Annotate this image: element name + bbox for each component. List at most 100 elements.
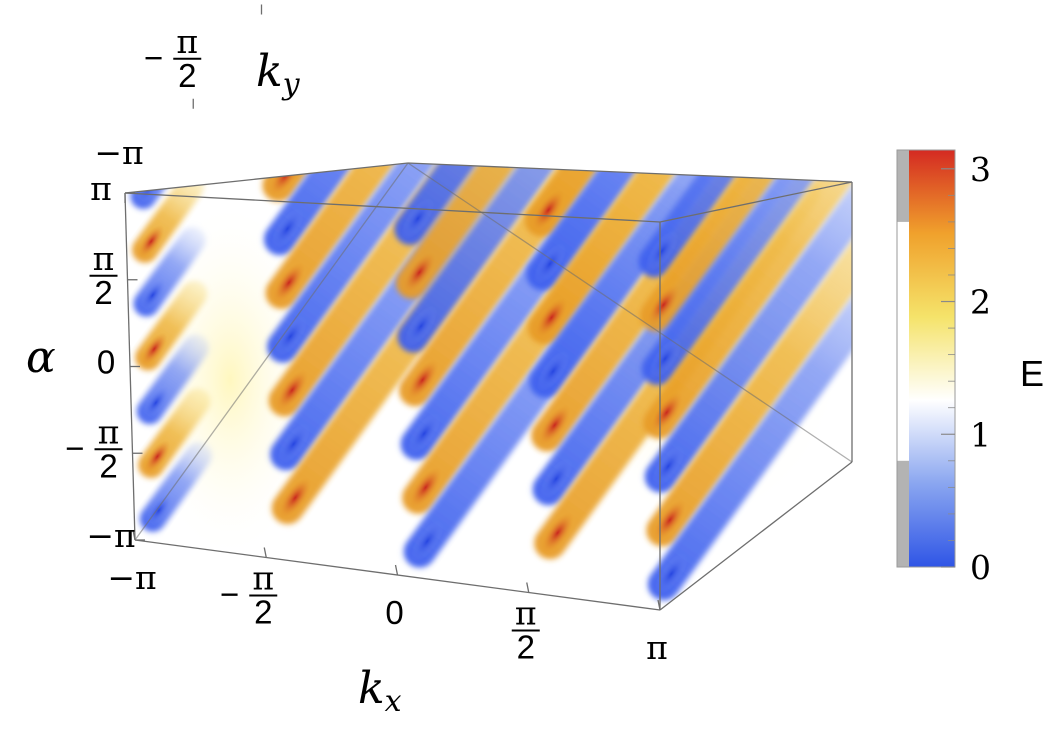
low-tube-body [644,163,852,493]
z-tick-label: π2− [65,412,123,484]
colorbar-tick-label: 3 [970,150,991,189]
density-volume [130,163,852,601]
colorbar-hidden-band-upper [897,150,909,222]
x-tick-label: π2− [220,559,278,631]
low-tube-core [536,351,570,392]
low-tube-core [139,278,166,312]
high-tube [643,163,852,439]
z-tick-label: π [90,169,112,208]
low-tube-body [526,163,813,291]
colorbar-frame [896,149,956,568]
colorbar-ticks: 0 1 2 3 [941,150,991,587]
low-tube-core [410,520,444,562]
high-tube-core [275,369,309,411]
box-edge [124,162,409,194]
z-tick-label-sign: − [65,429,84,466]
low-tube-core [142,386,170,420]
high-tube [132,173,205,263]
high-tube-core [653,499,687,541]
x-axis-label: kx [358,663,402,719]
low-tube-core [274,316,307,357]
low-tube [266,163,554,363]
y-tick-label-numerator: π [176,22,198,61]
z-tick-label: −π [86,516,135,555]
z-tick-label-numerator: π [93,239,115,278]
x-tick-mark [526,582,530,593]
high-tube-body [527,163,815,344]
z-tick-label: π2 [89,239,118,311]
low-tube [397,163,684,353]
x-tick-label-numerator: π [252,559,274,598]
high-tube [135,280,208,371]
z-tick-label: 0 [97,344,115,381]
colorbar-tick-label: 1 [970,415,991,454]
low-tube [133,226,206,317]
x-tick-label: 0 [385,594,403,631]
z-tick-label-numerator: π [98,412,120,451]
low-tube-core [539,458,573,500]
high-tube-body [265,163,552,309]
high-tube-body [643,163,852,439]
z-tick-label-text: 0 [97,344,115,381]
y-tick-label-sign: − [144,39,163,76]
low-tube-body [266,163,554,363]
high-tube-core [647,284,680,326]
low-tube-core [404,305,438,347]
z-tick-label-denominator: 2 [94,274,112,311]
high-tube-body [639,163,852,332]
x-tick-mark [132,529,136,541]
box-edge [134,162,409,541]
high-tube-core [532,189,565,231]
box-edge [407,162,853,183]
low-tube [638,163,852,278]
low-tube [394,163,681,245]
colorbar-hidden-band-lower [897,460,909,567]
high-tube [639,163,852,332]
z-tick-label-text: −π [86,516,135,555]
high-tube-core [403,252,436,293]
z-tick-label-text: π [90,169,112,208]
low-tube-body [397,163,684,353]
high-tube-body [646,163,852,547]
low-tube-core [271,208,304,250]
colorbar-tick-label: 0 [970,548,991,587]
low-tube [529,163,816,398]
low-tube-body [641,163,852,386]
x-tick-label: π [646,628,668,667]
colorbar-scale [909,150,955,567]
high-tube-core [409,467,442,508]
low-tube-core [277,423,310,465]
x-tick-label: −π [107,558,156,597]
high-tube [265,163,552,309]
high-tube-core [272,262,306,303]
high-tube-core [650,392,684,433]
x-tick-mark [394,564,399,576]
high-tube-core [144,440,171,474]
x-tick-mark [263,547,267,558]
x-tick-label-sign: − [220,576,239,613]
x-tick-label-denominator: 2 [517,629,535,666]
low-tube-body [529,163,816,398]
box-edge [124,192,661,223]
y-tick-label-denominator: 2 [178,57,196,94]
low-tube-core [645,230,679,272]
low-tube-core [533,243,567,285]
low-tube-core [145,493,173,527]
low-tube [136,334,209,425]
x-tick-label-text: π [646,628,668,667]
low-tube-core [401,198,435,239]
box-edge [659,461,853,611]
high-tube [138,388,211,478]
low-tube-body [647,217,852,601]
box-edge [659,181,853,223]
y-tick-label: π2− [144,22,202,94]
low-tube-core [648,338,682,380]
high-tube [527,163,815,344]
low-tube [647,217,852,601]
low-tube-body [638,163,852,278]
high-tube-core [278,477,312,519]
x-tick-label-numerator: π [515,594,537,633]
colorbar-label: E [1020,353,1044,394]
